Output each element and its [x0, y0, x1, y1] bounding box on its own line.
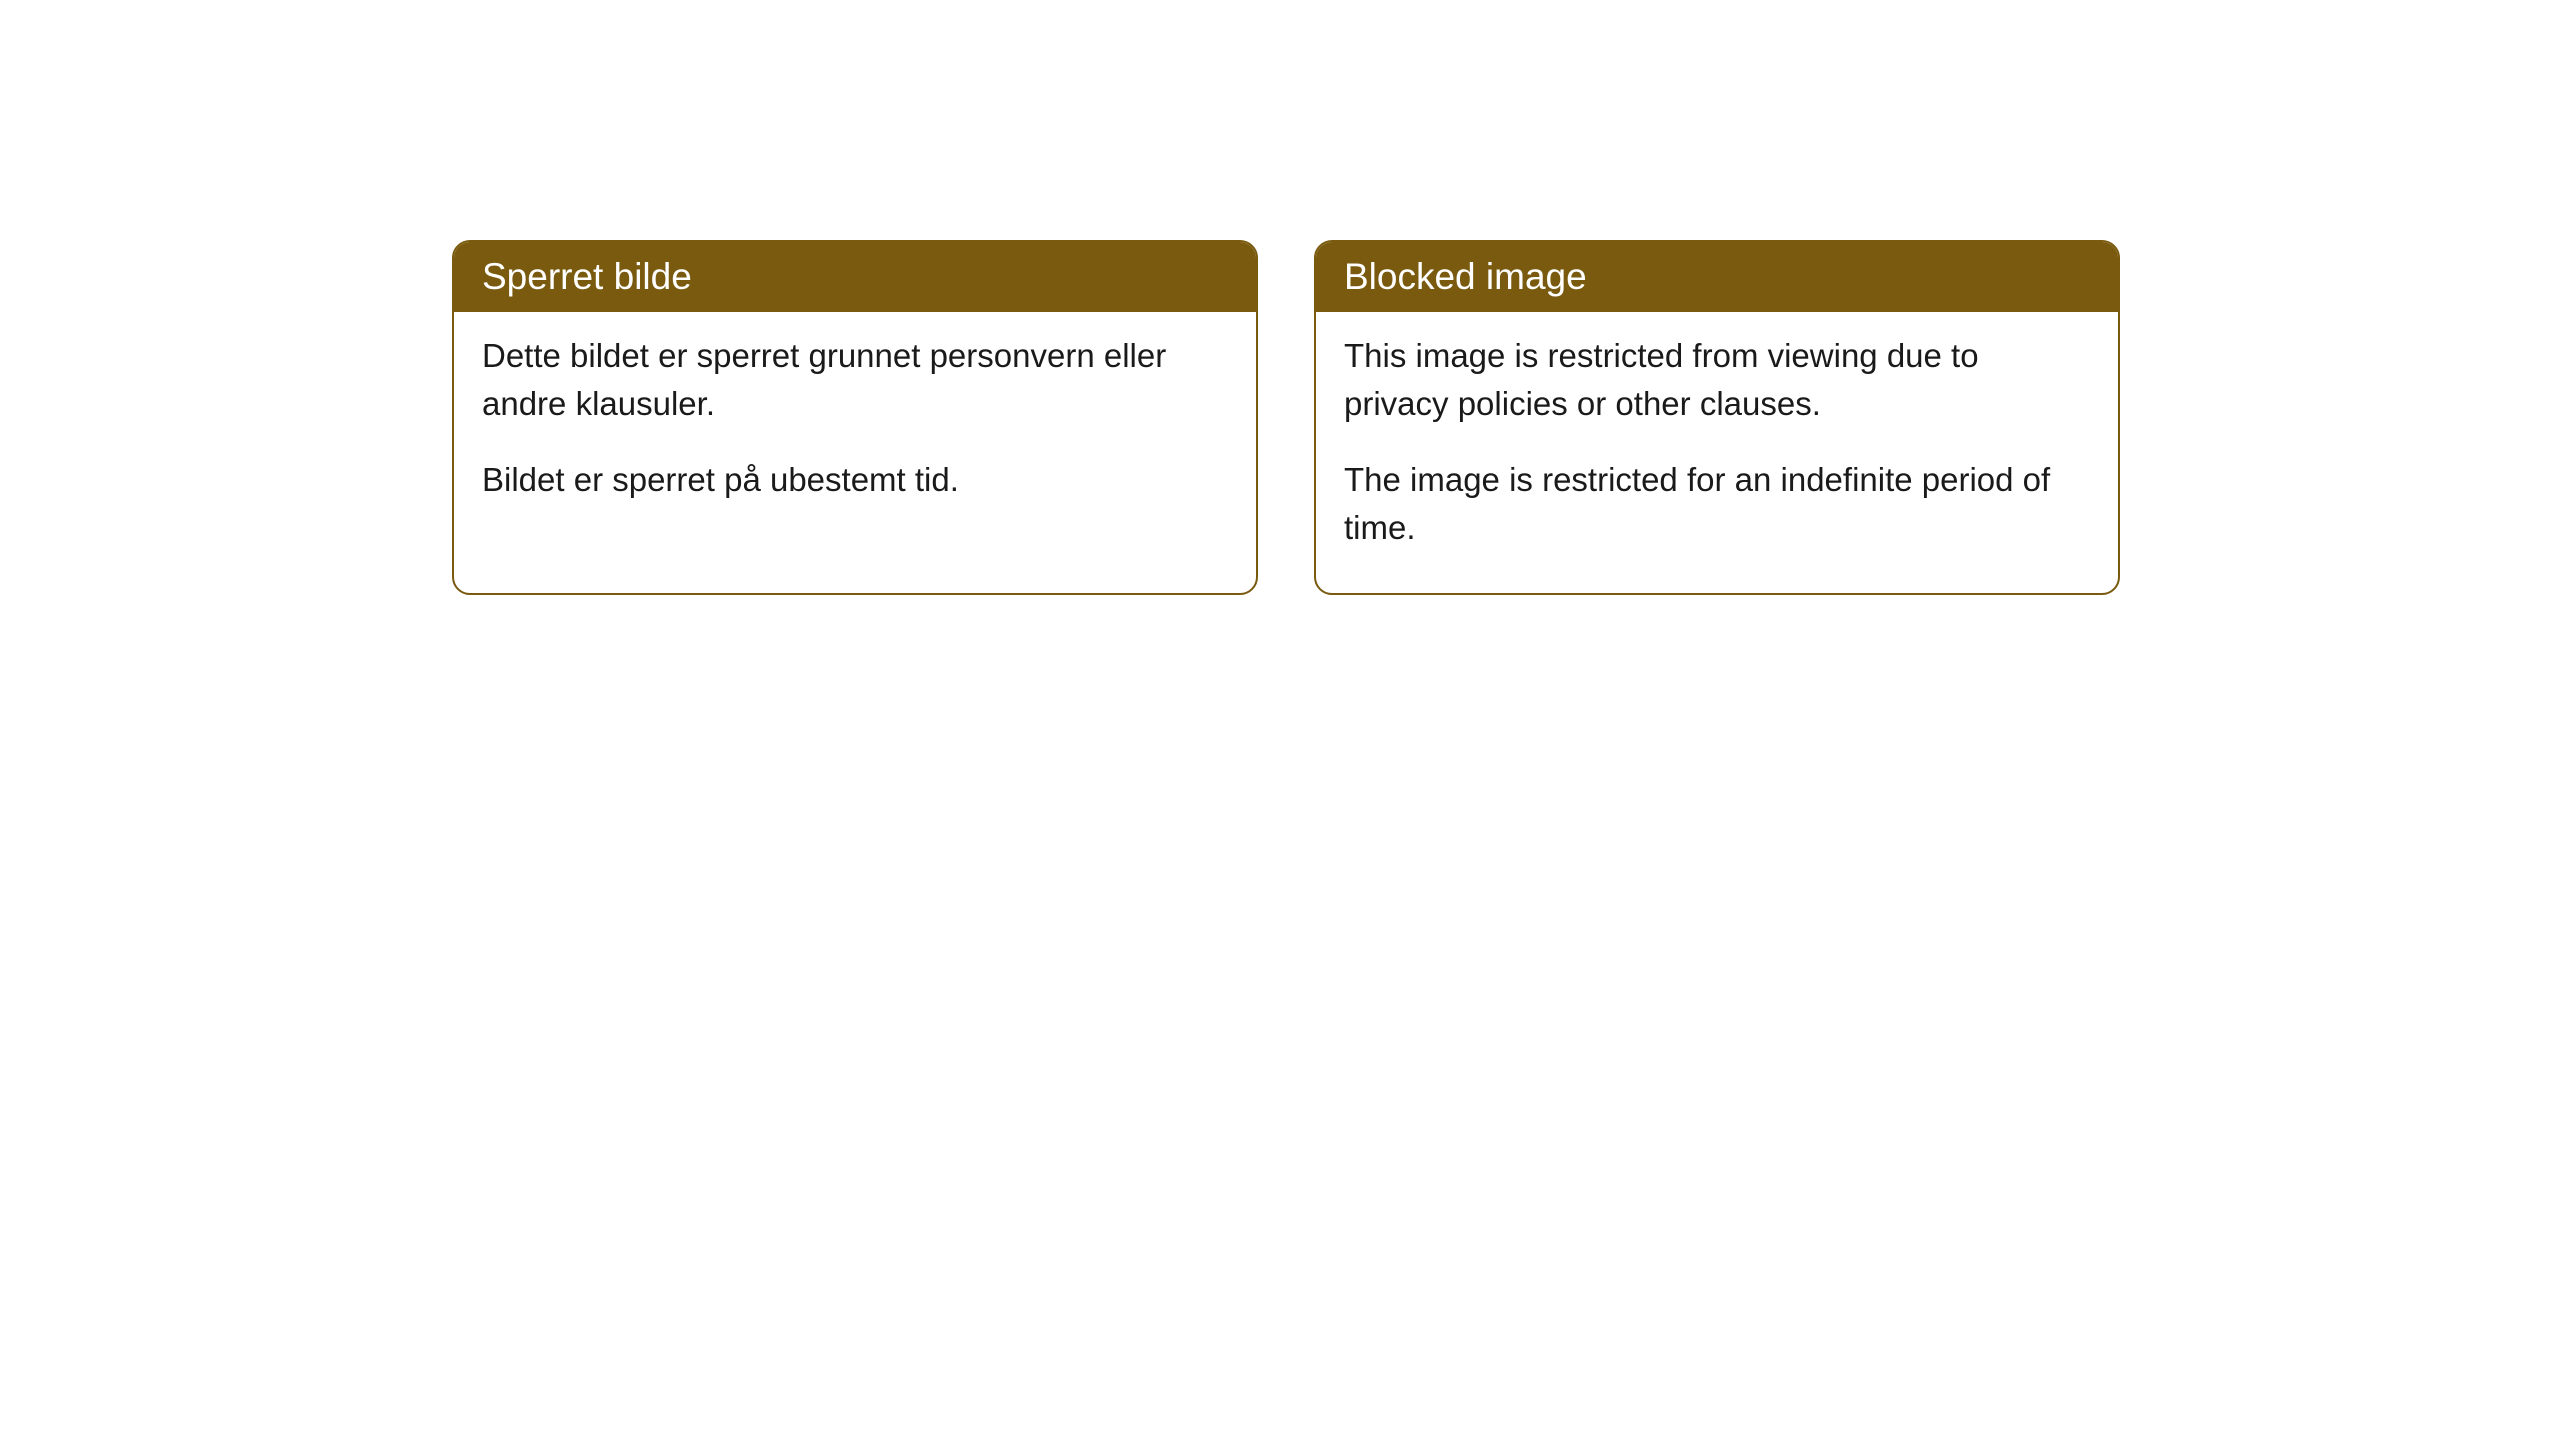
notice-card-english: Blocked image This image is restricted f…: [1314, 240, 2120, 595]
notice-container: Sperret bilde Dette bildet er sperret gr…: [0, 0, 2560, 595]
notice-paragraph: Bildet er sperret på ubestemt tid.: [482, 456, 1228, 504]
notice-title-english: Blocked image: [1316, 242, 2118, 312]
notice-card-norwegian: Sperret bilde Dette bildet er sperret gr…: [452, 240, 1258, 595]
notice-paragraph: The image is restricted for an indefinit…: [1344, 456, 2090, 552]
notice-body-norwegian: Dette bildet er sperret grunnet personve…: [454, 312, 1256, 546]
notice-paragraph: Dette bildet er sperret grunnet personve…: [482, 332, 1228, 428]
notice-body-english: This image is restricted from viewing du…: [1316, 312, 2118, 593]
notice-title-norwegian: Sperret bilde: [454, 242, 1256, 312]
notice-paragraph: This image is restricted from viewing du…: [1344, 332, 2090, 428]
